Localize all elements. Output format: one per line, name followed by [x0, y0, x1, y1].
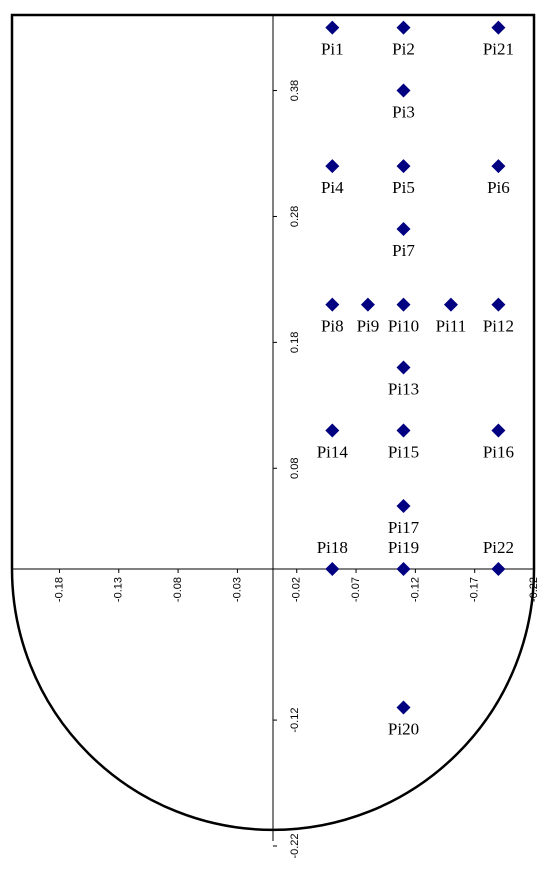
point — [396, 20, 411, 35]
x-tick-label: -0.03 — [231, 577, 243, 602]
point-label: Pi13 — [388, 380, 419, 399]
point — [325, 159, 340, 174]
point-label: Pi22 — [483, 538, 514, 557]
point-label: Pi16 — [483, 443, 514, 462]
x-tick-label: -0.07 — [350, 577, 362, 602]
point-label: Pi10 — [388, 317, 419, 336]
x-tick-label: -0.13 — [113, 577, 125, 602]
frame — [10, 13, 536, 832]
point — [491, 562, 506, 576]
point-label: Pi9 — [357, 317, 380, 336]
y-tick-label: 0.28 — [289, 206, 301, 227]
x-tick-label: -0.22 — [528, 577, 540, 602]
point-label: Pi17 — [388, 518, 420, 537]
point-label: Pi4 — [321, 178, 344, 197]
point — [396, 222, 411, 237]
point — [396, 297, 411, 312]
point — [360, 297, 375, 312]
y-tick-label: -0.22 — [289, 833, 301, 858]
point-label: Pi15 — [388, 443, 419, 462]
point-label: Pi14 — [317, 443, 349, 462]
x-tick-label: -0.12 — [409, 577, 421, 602]
y-tick-label: -0.12 — [289, 708, 301, 733]
point-label: Pi18 — [317, 538, 348, 557]
point — [325, 297, 340, 312]
point-label: Pi1 — [321, 40, 344, 59]
y-tick-label: 0.08 — [289, 458, 301, 479]
point-label: Pi3 — [392, 103, 415, 122]
point — [325, 423, 340, 438]
point-label: Pi6 — [487, 178, 510, 197]
point — [325, 562, 340, 576]
point — [396, 423, 411, 438]
point — [491, 159, 506, 174]
y-tick-label: 0.38 — [289, 80, 301, 101]
point-label: Pi8 — [321, 317, 344, 336]
point — [443, 297, 458, 312]
point — [491, 423, 506, 438]
point — [396, 360, 411, 375]
y-tick-label: 0.18 — [289, 332, 301, 353]
point — [396, 499, 411, 514]
x-tick-label: -0.08 — [172, 577, 184, 602]
point-label: Pi11 — [436, 317, 467, 336]
x-tick-label: -0.18 — [53, 577, 65, 602]
point-label: Pi7 — [392, 241, 415, 260]
x-tick-label: -0.17 — [469, 577, 481, 602]
point — [491, 20, 506, 35]
point-label: Pi19 — [388, 538, 419, 557]
point-label: Pi20 — [388, 720, 419, 739]
point-label: Pi2 — [392, 40, 415, 59]
point-label: Pi5 — [392, 178, 415, 197]
point — [396, 562, 411, 576]
point — [396, 159, 411, 174]
point-label: Pi21 — [483, 40, 514, 59]
point — [325, 20, 340, 35]
x-tick-label: -0.02 — [291, 577, 303, 602]
point — [491, 297, 506, 312]
point — [396, 83, 411, 98]
point — [396, 700, 411, 715]
point-label: Pi12 — [483, 317, 514, 336]
